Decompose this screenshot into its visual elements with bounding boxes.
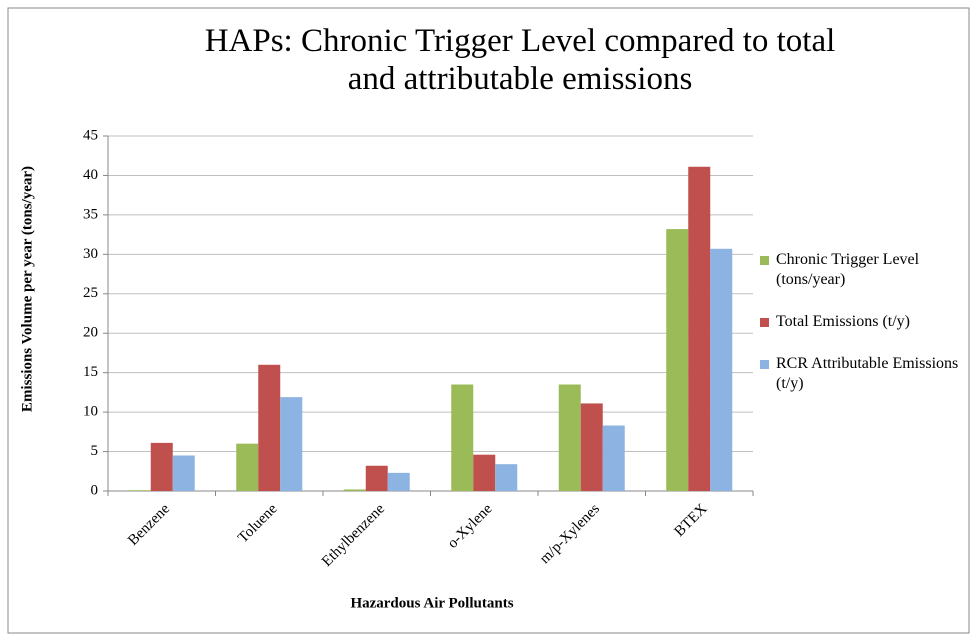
y-tick-label: 5	[91, 443, 99, 459]
legend-swatch	[760, 256, 769, 265]
bar	[150, 442, 173, 491]
bar	[387, 472, 410, 491]
bar	[602, 425, 625, 491]
legend: Chronic Trigger Level (tons/year) Total E…	[760, 250, 960, 416]
x-tick-label: Benzene	[125, 501, 173, 549]
legend-item: RCR Attributable Emissions (t/y)	[760, 354, 960, 394]
bar	[558, 384, 581, 491]
y-tick-label: 10	[83, 404, 98, 420]
bar	[580, 403, 603, 491]
x-tick-label: m/p-Xylenes	[537, 501, 603, 567]
bar	[236, 443, 259, 491]
bar	[473, 454, 496, 491]
x-tick-label: Toluene	[235, 501, 281, 547]
legend-label: Total Emissions (t/y)	[776, 313, 910, 330]
legend-label: Chronic Trigger Level (tons/year)	[776, 251, 920, 288]
y-axis-title: Emissions Volume per year (tons/year)	[19, 166, 35, 412]
x-tick-label: Ethylbenzene	[319, 501, 388, 570]
bar	[365, 465, 388, 491]
bar	[258, 364, 281, 491]
bar	[172, 455, 195, 491]
y-tick-label: 15	[83, 364, 98, 380]
legend-swatch	[760, 318, 769, 327]
bar	[710, 248, 733, 491]
x-tick-label: o-Xylene	[445, 501, 496, 552]
x-axis-title: Hazardous Air Pollutants	[350, 595, 513, 611]
y-tick-label: 25	[83, 285, 98, 301]
x-tick-label: BTEX	[671, 501, 710, 540]
bar	[688, 166, 711, 491]
legend-swatch	[760, 360, 769, 369]
bar	[495, 464, 518, 491]
chart-frame	[7, 7, 970, 634]
legend-item: Chronic Trigger Level (tons/year)	[760, 250, 960, 290]
bar	[451, 384, 474, 491]
legend-label: RCR Attributable Emissions (t/y)	[776, 355, 959, 392]
legend-item: Total Emissions (t/y)	[760, 312, 960, 332]
y-tick-label: 35	[83, 206, 98, 222]
y-tick-label: 20	[83, 325, 98, 341]
bar	[280, 397, 303, 491]
bar	[343, 489, 366, 491]
bar	[128, 490, 151, 491]
chart-title: HAPs: Chronic Trigger Level compared to …	[204, 23, 836, 97]
y-tick-label: 40	[83, 167, 98, 183]
y-tick-label: 30	[83, 246, 98, 262]
bar	[666, 229, 689, 492]
y-tick-label: 45	[83, 127, 98, 143]
y-tick-label: 0	[91, 482, 99, 498]
